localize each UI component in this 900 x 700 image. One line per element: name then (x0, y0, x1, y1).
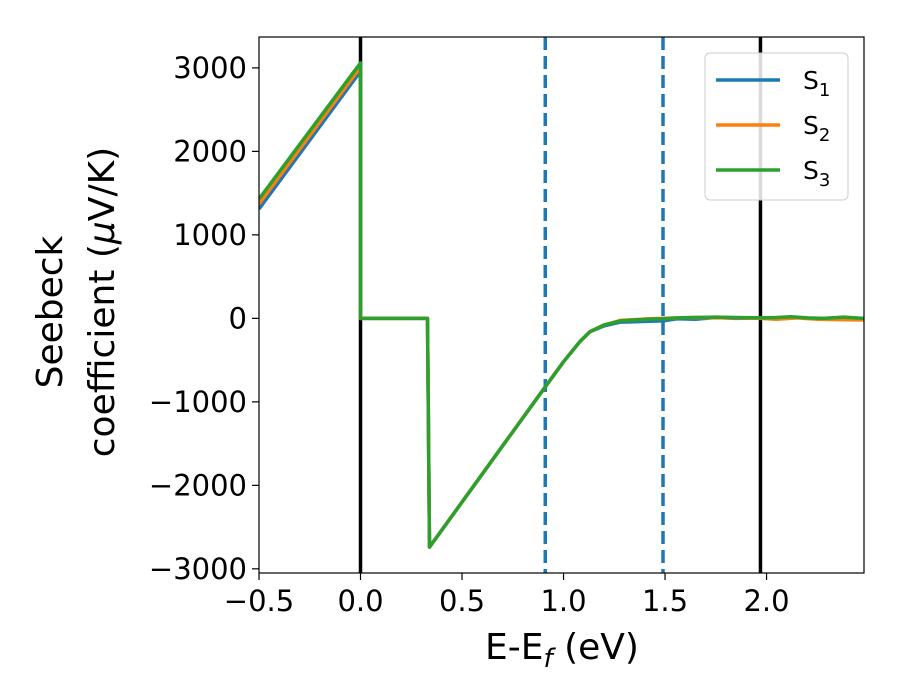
y-tick-label: 1000 (173, 218, 247, 252)
legend-label-s2: S2 (803, 111, 830, 146)
y-tick-label: −1000 (149, 385, 247, 419)
x-tick-label: −0.5 (224, 584, 294, 618)
y-tick-label: 0 (229, 301, 247, 335)
y-axis-label-line1: Seebeck (30, 235, 71, 388)
y-tick-label: 3000 (173, 51, 247, 85)
y-tick-label: −2000 (149, 468, 247, 502)
y-axis-ticks: −3000 −2000 −1000 0 1000 2000 3000 (149, 51, 259, 586)
legend-label-s1: S1 (803, 66, 830, 101)
series-layer (259, 61, 864, 549)
y-tick-label: −3000 (149, 552, 247, 586)
legend: S1 S2 S3 (704, 52, 849, 201)
x-axis-label: E-Ef (eV) (485, 627, 639, 674)
x-tick-label: 0.5 (439, 584, 485, 618)
x-tick-label: 2.0 (743, 584, 789, 618)
legend-label-s3: S3 (803, 156, 830, 191)
x-tick-label: 1.5 (642, 584, 688, 618)
series-line-s3 (259, 61, 864, 549)
x-tick-label: 1.0 (540, 584, 586, 618)
x-tick-label: 0.0 (337, 584, 383, 618)
x-axis-ticks: −0.5 0.0 0.5 1.0 1.5 2.0 (224, 573, 790, 618)
vertical-reference-lines (358, 37, 763, 573)
y-tick-label: 2000 (173, 134, 247, 168)
plot-frame (258, 36, 865, 574)
y-axis-label-line2: coefficient (μV/K) (82, 147, 123, 457)
